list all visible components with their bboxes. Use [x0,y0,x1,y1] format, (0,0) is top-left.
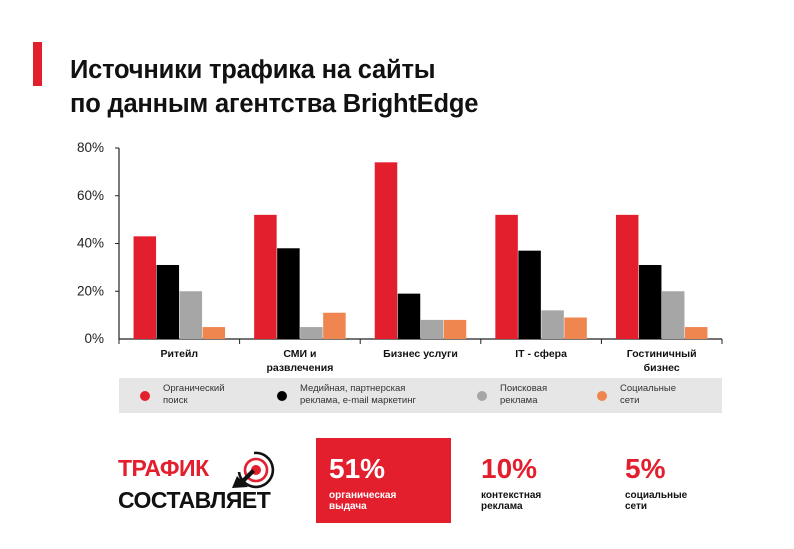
bar [564,317,587,339]
legend-dot-search [477,391,487,401]
stat-social: 5% социальные сети [625,453,687,512]
stat-context-label-2: реклама [481,501,523,512]
bar [495,214,518,339]
y-tick-label: 20% [77,283,104,298]
legend-search-line-1: Поисковая [500,383,548,394]
bar [397,293,421,339]
legend-organic-line-2: поиск [163,395,188,406]
bar [420,319,444,339]
title-line-2: по данным агентства BrightEdge [70,90,479,118]
bar [179,291,203,339]
stat-social-label-2: сети [625,501,648,512]
title-line-1: Источники трафика на сайты [70,56,436,84]
stat-organic-label-1: органическая [329,490,397,501]
bar [156,264,180,339]
bar [133,236,157,339]
legend-social-line-2: сети [620,395,640,406]
stat-context: 10% контекстная реклама [481,453,541,512]
bar [615,214,639,339]
bar [684,327,708,339]
legend-organic-line-1: Органический [163,383,225,394]
chart-legend: Органический поиск Медийная, партнерская… [119,378,722,413]
legend-dot-organic [140,391,150,401]
bar [323,312,346,339]
legend-media-line-2: реклама, e-mail маркетинг [300,395,416,406]
x-category-label: бизнес [644,362,680,374]
y-tick-label: 80% [77,140,104,155]
bar [300,327,323,339]
x-category-label: Гостиничный [627,348,697,360]
x-category-label: Бизнес услуги [383,348,458,360]
legend-media-line-1: Медийная, партнерская [300,383,406,394]
legend-dot-social [597,391,607,401]
legend-item-social: Социальные сети [597,383,676,407]
x-category-label: СМИ и [283,348,316,360]
stat-organic-value: 51% [329,453,386,484]
y-tick-label: 40% [77,236,104,251]
page-title: Источники трафика на сайты по данным аге… [70,53,478,121]
bar [254,214,277,339]
legend-item-organic: Органический поиск [140,383,225,407]
stat-social-label-1: социальные [625,490,688,501]
title-accent-bar [33,42,42,86]
stat-context-label-1: контекстная [481,490,542,501]
stat-context-value: 10% [481,453,538,484]
bar [638,264,662,339]
bar [443,319,467,339]
bar [277,248,300,339]
stat-organic: 51% органическая выдача [329,453,396,512]
caption-word-traffic: ТРАФИК [118,455,209,481]
bar [202,327,226,339]
legend-dot-media [277,391,287,401]
stat-organic-box [316,438,451,523]
stat-organic-label-2: выдача [329,501,367,512]
bar [374,162,398,339]
x-category-label: Ритейл [161,348,199,360]
legend-item-media: Медийная, партнерская реклама, e-mail ма… [277,383,416,407]
y-tick-label: 60% [77,188,104,203]
x-category-label: развлечения [266,362,333,374]
target-arrow-icon [232,451,275,489]
legend-social-line-1: Социальные [620,383,677,394]
bar [661,291,685,339]
stat-social-value: 5% [625,453,666,484]
traffic-bar-chart: 0% 20% 40% 60% 80% Ритейл СМИ и развлечения Бизн… [77,140,723,374]
bar [541,310,564,339]
legend-search-line-2: реклама [500,395,538,406]
x-category-label: IT - сфера [515,348,567,360]
legend-item-search: Поисковая реклама [477,383,547,407]
y-tick-label: 0% [84,331,104,346]
bar [518,250,541,339]
caption-word-is: СОСТАВЛЯЕТ [118,487,271,513]
